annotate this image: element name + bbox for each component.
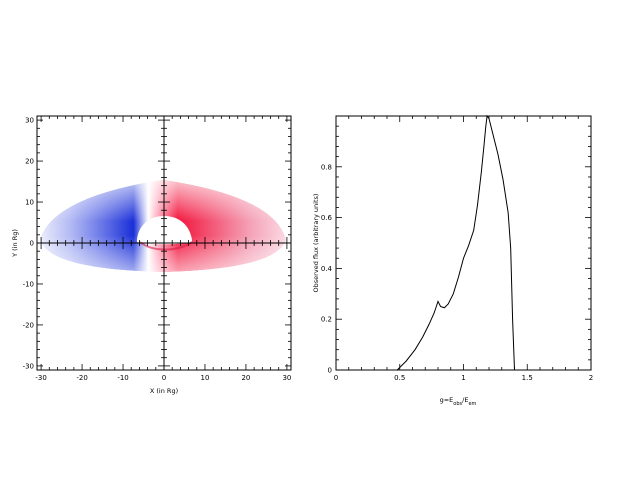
left-x-tick-label: 30 xyxy=(282,374,291,382)
right-y-tick-label: 0.4 xyxy=(321,265,333,273)
disk-image-panel: -30 -20 -10 0 10 20 30 -30 -20 -10 0 10 20 30 X (in R… xyxy=(11,115,292,395)
line-profile-panel: 0 0.5 1 1.5 2 0 0.2 0.4 0.6 0.8 g=Eobs/Eem Observ… xyxy=(312,114,593,407)
left-y-tick-label: 10 xyxy=(25,199,34,207)
right-x-tick-label: 0 xyxy=(334,374,338,382)
right-axes: 0 0.5 1 1.5 2 0 0.2 0.4 0.6 0.8 xyxy=(321,115,593,382)
profile-line xyxy=(396,114,515,371)
left-x-tick-label: -10 xyxy=(117,374,128,382)
xlabel-sub2: em xyxy=(468,401,476,407)
disk-image xyxy=(40,180,286,272)
inner-hole-lower-ring xyxy=(139,241,193,251)
right-x-tick-label: 0.5 xyxy=(394,374,405,382)
left-x-tick-label: -20 xyxy=(76,374,87,382)
left-x-tick-label: -30 xyxy=(35,374,46,382)
left-x-tick-label: 0 xyxy=(162,374,166,382)
left-y-tick-label: 30 xyxy=(25,117,34,125)
right-y-tick-label: 0 xyxy=(328,367,332,375)
right-y-axis-label: Observed flux (arbitrary units) xyxy=(312,194,320,293)
left-y-tick-label: -10 xyxy=(23,280,34,288)
left-x-axis-label: X (in Rg) xyxy=(150,387,178,395)
right-y-tick-label: 0.6 xyxy=(321,214,333,222)
left-y-tick-label: -30 xyxy=(23,362,34,370)
right-x-tick-label: 1.5 xyxy=(522,374,533,382)
left-x-tick-label: 10 xyxy=(201,374,210,382)
xlabel-main: g=E xyxy=(440,396,454,404)
left-y-tick-label: -20 xyxy=(23,321,34,329)
right-plot-frame xyxy=(335,115,592,371)
left-y-axis-label: Y (in Rg) xyxy=(11,229,19,258)
right-x-axis-label: g=Eobs/Eem xyxy=(440,396,477,407)
right-x-tick-label: 1 xyxy=(461,374,465,382)
right-y-tick-label: 0.2 xyxy=(321,316,332,324)
right-y-tick-label: 0.8 xyxy=(321,163,332,171)
right-x-tick-label: 2 xyxy=(589,374,593,382)
xlabel-mid: /E xyxy=(462,396,468,404)
left-x-tick-label: 20 xyxy=(241,374,250,382)
left-axes: -30 -20 -10 0 10 20 30 -30 -20 -10 0 10 20 30 xyxy=(23,115,292,382)
left-y-tick-label: 0 xyxy=(30,240,34,248)
xlabel-sub1: obs xyxy=(453,401,462,407)
left-y-tick-label: 20 xyxy=(25,158,34,166)
